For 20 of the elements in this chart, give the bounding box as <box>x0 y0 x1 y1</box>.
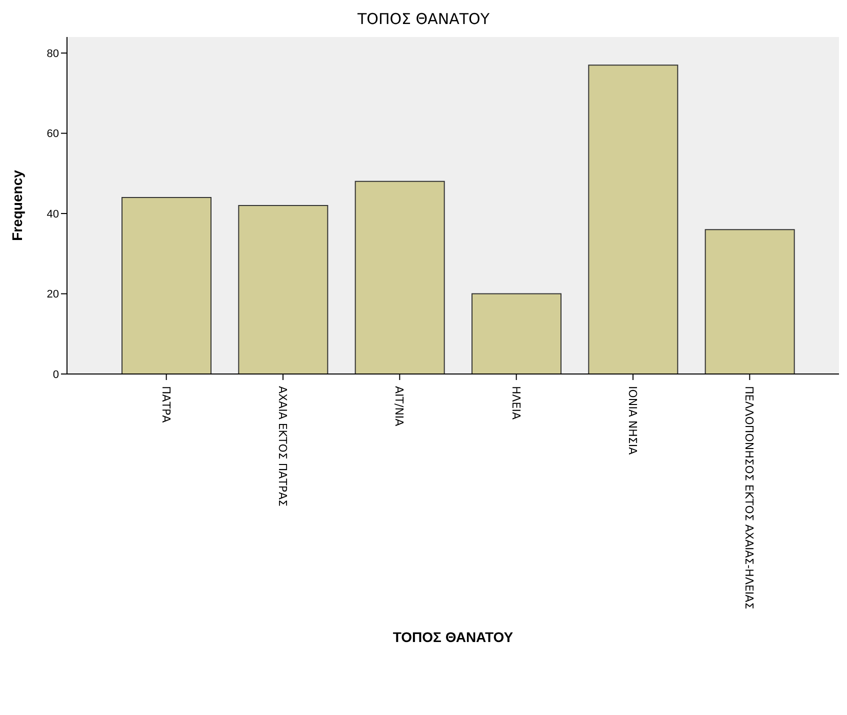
chart-title: ΤΟΠΟΣ ΘΑΝΑΤΟΥ <box>356 10 490 28</box>
bar <box>588 64 678 374</box>
x-tick-label: ΑΧΑΙΑ ΕΚΤΟΣ ΠΑΤΡΑΣ <box>276 386 289 507</box>
bar <box>354 180 445 374</box>
bar <box>122 196 212 374</box>
y-tick-label: 60 <box>46 128 59 140</box>
x-tick-label: ΠΑΤΡΑ <box>159 386 172 424</box>
x-tick-label: ΠΕΛΛΟΠΟΝΗΣΟΣ ΕΚΤΟΣ ΑΧΑΙΑΣ-ΗΛΕΙΑΣ <box>742 386 756 610</box>
x-axis-title: ΤΟΠΟΣ ΘΑΝΑΤΟΥ <box>392 629 514 645</box>
x-tick-label: ΑΙΤ/ΝΙΑ <box>392 386 406 427</box>
y-tick-label: 20 <box>46 288 59 301</box>
x-tick-label: ΗΛΕΙΑ <box>509 386 522 420</box>
y-tick-label: 40 <box>46 208 59 220</box>
bar <box>704 229 795 374</box>
x-tick-label: ΙΟΝΙΑ ΝΗΣΙΑ <box>626 386 639 456</box>
y-axis-title: Frequency <box>8 170 25 241</box>
y-tick-label: 80 <box>46 48 59 60</box>
y-tick-label: 0 <box>52 368 59 381</box>
bar <box>238 205 328 374</box>
bar <box>472 293 562 374</box>
